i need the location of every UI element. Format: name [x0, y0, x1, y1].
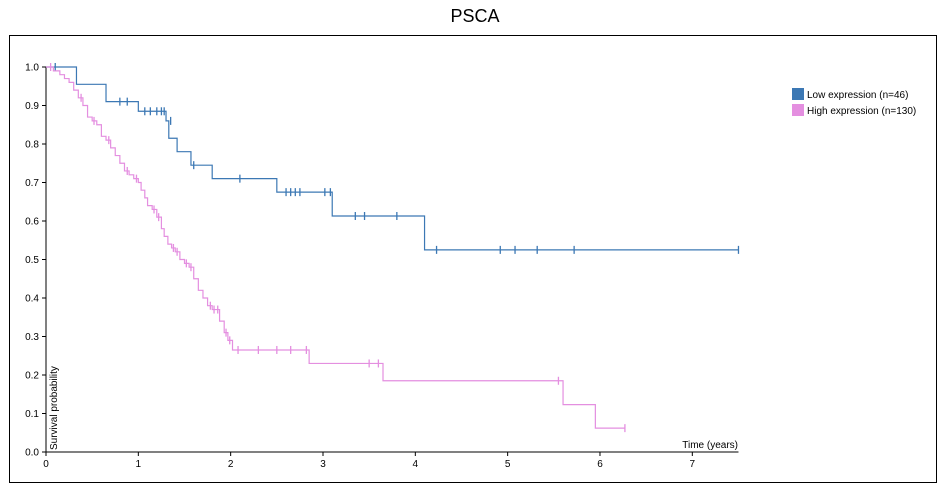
- y-tick-label: 0.6: [25, 217, 39, 228]
- series-layer: [46, 63, 740, 433]
- x-tick-label: 6: [597, 459, 603, 470]
- legend-swatch: [792, 104, 804, 116]
- legend-swatch: [792, 88, 804, 100]
- y-tick-label: 0.5: [25, 255, 39, 266]
- x-tick-label: 4: [413, 459, 419, 470]
- x-tick-label: 1: [136, 459, 142, 470]
- y-tick-label: 0.0: [25, 448, 39, 459]
- y-tick-label: 0.7: [25, 178, 39, 189]
- y-tick-label: 0.9: [25, 101, 39, 112]
- y-tick-label: 0.3: [25, 332, 39, 343]
- series-line: [46, 66, 739, 251]
- legend-label: High expression (n=130): [807, 106, 916, 117]
- y-tick-label: 0.1: [25, 409, 39, 420]
- y-tick-label: 1.0: [25, 63, 39, 74]
- series-line: [46, 66, 625, 429]
- chart-frame: [9, 35, 937, 483]
- y-tick-label: 0.4: [25, 294, 39, 305]
- legend: Low expression (n=46) High expression (n=…: [792, 88, 916, 117]
- legend-label: Low expression (n=46): [807, 90, 908, 101]
- y-axis-label: Survival probability: [49, 366, 60, 450]
- axes: 0.0 0.1 0.2 0.3 0.4 0.5 0.6 0.7 0.8 0.9 1.0 0 1 2 3 4 5 6…: [25, 63, 739, 470]
- y-tick-label: 0.8: [25, 140, 39, 151]
- y-tick-label: 0.2: [25, 371, 39, 382]
- x-axis-label: Time (years): [682, 440, 738, 451]
- x-tick-label: 0: [43, 459, 49, 470]
- x-tick-label: 5: [505, 459, 511, 470]
- series-0: [46, 63, 740, 254]
- series-1: [46, 63, 626, 433]
- x-tick-label: 7: [690, 459, 696, 470]
- x-tick-label: 2: [228, 459, 234, 470]
- x-tick-label: 3: [320, 459, 326, 470]
- chart-title: PSCA: [450, 6, 500, 26]
